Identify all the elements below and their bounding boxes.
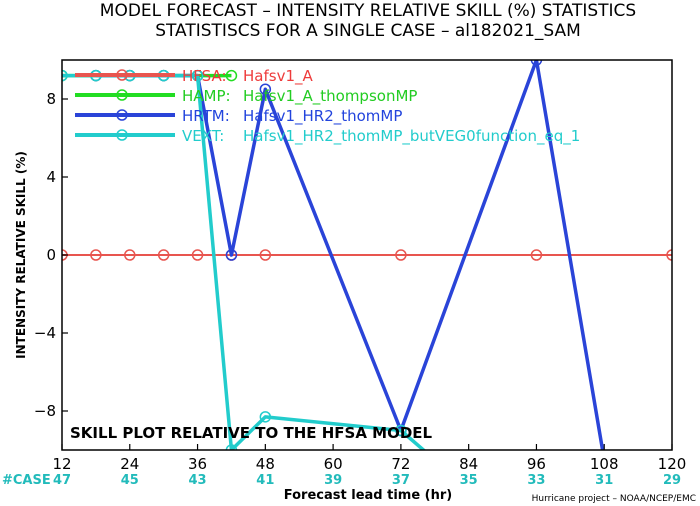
legend-series-name: VEXT: bbox=[182, 127, 224, 145]
data-point bbox=[259, 411, 272, 423]
legend: HFSA: Hafsv1_A HAMP: Hafsv1_A_thompsonMP HRT… bbox=[75, 67, 580, 146]
legend-series-desc: Hafsv1_HR2_thomMP_butVEG0function_eq_1 bbox=[243, 127, 580, 146]
x-tick-label: 96 bbox=[527, 455, 546, 473]
case-count: 29 bbox=[663, 473, 681, 488]
x-tick-label: 60 bbox=[324, 455, 343, 473]
data-point bbox=[259, 83, 272, 95]
case-count: 39 bbox=[324, 473, 342, 488]
data-point bbox=[225, 69, 238, 82]
skill-annotation: SKILL PLOT RELATIVE TO THE HFSA MODEL bbox=[70, 424, 433, 442]
y-tick-label: −4 bbox=[34, 324, 56, 342]
y-tick-label: 0 bbox=[46, 246, 56, 264]
x-tick-label: 84 bbox=[459, 455, 478, 473]
y-tick-label: 8 bbox=[46, 90, 56, 108]
credit-text: Hurricane project – NOAA/NCEP/EMC bbox=[532, 494, 696, 504]
legend-marker bbox=[116, 109, 128, 121]
y-axis: −8 −4 0 4 8 bbox=[34, 90, 68, 420]
legend-series-name: HAMP: bbox=[182, 87, 231, 105]
x-axis-label: Forecast lead time (hr) bbox=[284, 488, 452, 503]
data-point bbox=[124, 249, 136, 261]
y-axis-label: INTENSITY RELATIVE SKILL (%) bbox=[14, 151, 28, 359]
data-point bbox=[191, 69, 204, 82]
legend-series-name: HRTM: bbox=[182, 107, 230, 125]
case-count: 43 bbox=[189, 473, 207, 488]
legend-series-desc: Hafsv1_A_thompsonMP bbox=[243, 87, 417, 106]
data-point bbox=[225, 249, 238, 261]
data-point bbox=[90, 249, 102, 261]
data-point bbox=[430, 455, 440, 465]
data-point bbox=[259, 249, 272, 261]
chart-title: MODEL FORECAST – INTENSITY RELATIVE SKIL… bbox=[100, 1, 636, 21]
case-count: 33 bbox=[527, 473, 545, 488]
x-tick-label: 24 bbox=[120, 455, 139, 473]
case-count: 45 bbox=[121, 473, 139, 488]
case-count: 37 bbox=[392, 473, 410, 488]
data-point bbox=[395, 424, 407, 437]
x-tick-label: 108 bbox=[590, 455, 619, 473]
legend-marker bbox=[116, 129, 128, 141]
data-point bbox=[666, 249, 672, 261]
legend-marker bbox=[116, 69, 128, 81]
x-axis: 12 24 36 48 60 72 84 96 108 120 bbox=[52, 444, 686, 473]
data-point bbox=[530, 60, 543, 66]
case-label: #CASE bbox=[2, 473, 51, 488]
legend-series-desc: Hafsv1_HR2_thomMP bbox=[243, 107, 402, 126]
case-count: 31 bbox=[595, 473, 613, 488]
case-count: 47 bbox=[53, 473, 71, 488]
legend-marker bbox=[116, 89, 128, 101]
legend-series-name: HFSA: bbox=[182, 67, 227, 85]
x-tick-label: 36 bbox=[188, 455, 207, 473]
case-count: 35 bbox=[460, 473, 478, 488]
y-tick-label: 4 bbox=[46, 168, 56, 186]
data-point bbox=[530, 249, 543, 261]
data-point bbox=[62, 69, 68, 82]
case-count-row: #CASE 47 45 43 41 39 37 35 33 31 29 bbox=[2, 473, 681, 488]
x-tick-label: 120 bbox=[658, 455, 687, 473]
x-tick-label: 72 bbox=[391, 455, 410, 473]
chart-subtitle: STATISTISCS FOR A SINGLE CASE – al182021… bbox=[155, 21, 581, 41]
x-tick-label: 12 bbox=[52, 455, 71, 473]
case-count: 41 bbox=[256, 473, 274, 488]
x-tick-label: 48 bbox=[256, 455, 275, 473]
legend-series-desc: Hafsv1_A bbox=[243, 67, 313, 86]
y-tick-label: −8 bbox=[34, 402, 56, 420]
data-point bbox=[395, 249, 407, 261]
data-point bbox=[225, 444, 238, 450]
data-point bbox=[191, 249, 204, 261]
data-point bbox=[157, 249, 170, 261]
